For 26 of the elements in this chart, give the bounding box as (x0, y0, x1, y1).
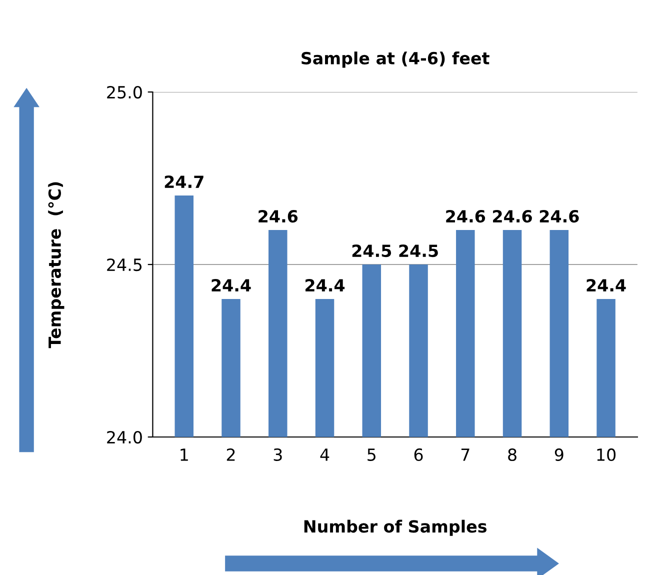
y-tick-label: 25.0 (107, 86, 142, 99)
x-tick-label: 10 (597, 448, 616, 462)
x-tick-label: 2 (226, 448, 235, 461)
x-tick-label: 6 (414, 448, 423, 462)
x-axis-title: Number of Samples (304, 520, 487, 536)
x-tick-label: 1 (180, 448, 188, 461)
y-tick-label: 24.5 (107, 258, 142, 272)
data-label: 24.4 (586, 278, 626, 292)
x-tick-label: 7 (461, 448, 470, 461)
x-tick-label: 5 (368, 448, 376, 462)
data-label: 24.7 (164, 175, 204, 188)
chart-title: Sample at (4-6) feet (302, 52, 490, 68)
x-tick-label: 9 (554, 448, 564, 462)
y-axis-title: Temperature (°C) (48, 182, 64, 348)
y-tick-label: 24.0 (107, 430, 142, 444)
data-label: 24.5 (399, 244, 438, 258)
data-label: 24.5 (352, 244, 392, 258)
x-tick-label: 8 (508, 448, 516, 462)
x-tick-label: 4 (320, 448, 330, 461)
data-label: 24.6 (540, 210, 579, 223)
data-label: 24.6 (446, 210, 486, 223)
data-label: 24.4 (212, 278, 251, 292)
data-label: 24.4 (306, 278, 345, 292)
x-tick-label: 3 (274, 448, 282, 462)
data-label: 24.6 (258, 210, 298, 223)
data-label: 24.6 (493, 210, 532, 223)
